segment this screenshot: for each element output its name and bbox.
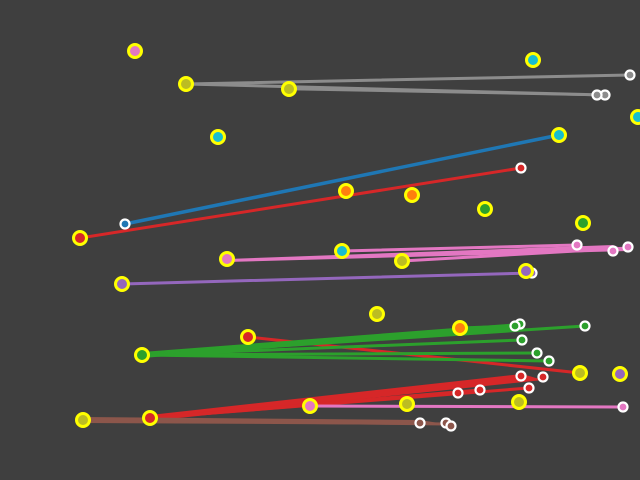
olive-target-marker[interactable] [394,253,410,269]
green-track-line [140,338,524,357]
purple-target-marker[interactable] [612,366,628,382]
blue-endpoint-marker[interactable] [119,218,131,230]
cyan-target-marker[interactable] [210,129,226,145]
red-endpoint-marker[interactable] [523,382,535,394]
pink-track-line [340,243,579,253]
cyan-target-marker[interactable] [551,127,567,143]
olive-target-marker[interactable] [369,306,385,322]
cyan-target-marker[interactable] [525,52,541,68]
green-track-line [140,353,551,363]
green-target-marker[interactable] [134,347,150,363]
red-target-marker[interactable] [142,410,158,426]
red-endpoint-marker[interactable] [452,387,464,399]
olive-target-marker[interactable] [281,81,297,97]
pink-target-marker[interactable] [302,398,318,414]
green-endpoint-marker[interactable] [509,320,521,332]
red-endpoint-marker[interactable] [474,384,486,396]
gray-track-line [184,73,632,86]
gray-track-line [287,87,599,97]
red-target-marker[interactable] [240,329,256,345]
brown-endpoint-marker[interactable] [414,417,426,429]
red-endpoint-marker[interactable] [537,371,549,383]
orange-target-marker[interactable] [404,187,420,203]
olive-target-marker[interactable] [399,396,415,412]
green-endpoint-marker[interactable] [579,320,591,332]
purple-target-marker[interactable] [114,276,130,292]
blue-track-line [123,133,561,226]
purple-target-marker[interactable] [518,263,534,279]
green-target-marker[interactable] [477,201,493,217]
red-track-line [78,166,523,240]
pink-target-marker[interactable] [219,251,235,267]
pink-endpoint-marker[interactable] [607,245,619,257]
pink-endpoint-marker[interactable] [622,241,634,253]
pink-track-wedge [227,245,628,262]
pink-target-marker[interactable] [127,43,143,59]
green-track-line [140,324,587,357]
orange-target-marker[interactable] [452,320,468,336]
green-endpoint-marker[interactable] [531,347,543,359]
red-target-marker[interactable] [72,230,88,246]
pink-track-line [308,404,625,409]
cyan-target-marker[interactable] [630,109,640,125]
olive-target-marker[interactable] [511,394,527,410]
pink-endpoint-marker[interactable] [571,239,583,251]
gray-endpoint-marker[interactable] [591,89,603,101]
red-endpoint-marker[interactable] [515,162,527,174]
pink-endpoint-marker[interactable] [617,401,629,413]
pink-track-line [400,246,630,263]
green-endpoint-marker[interactable] [543,355,555,367]
olive-target-marker[interactable] [75,412,91,428]
green-target-marker[interactable] [575,215,591,231]
purple-track-line [120,271,534,286]
gray-endpoint-marker[interactable] [624,69,636,81]
olive-target-marker[interactable] [178,76,194,92]
green-endpoint-marker[interactable] [516,334,528,346]
green-track-line [458,324,517,330]
olive-target-marker[interactable] [572,365,588,381]
cyan-target-marker[interactable] [334,243,350,259]
red-endpoint-marker[interactable] [515,370,527,382]
orange-target-marker[interactable] [338,183,354,199]
brown-endpoint-marker[interactable] [445,420,457,432]
